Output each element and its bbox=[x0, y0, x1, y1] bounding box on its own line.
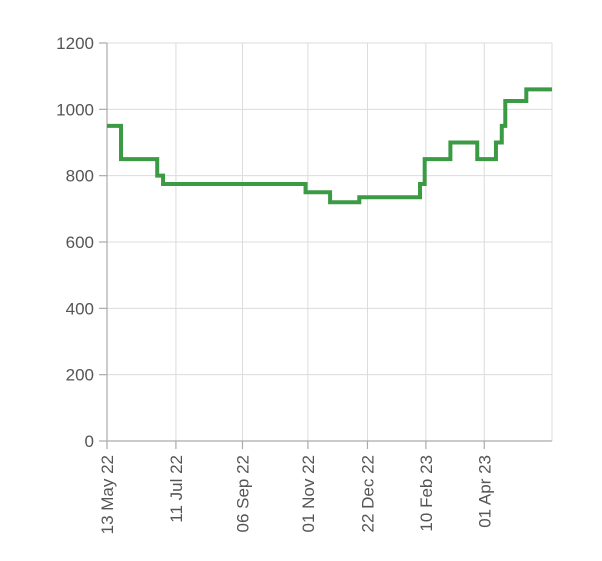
y-tick-label: 1200 bbox=[56, 34, 94, 53]
series-line bbox=[107, 87, 552, 205]
y-tick-label: 200 bbox=[66, 366, 94, 385]
y-tick-label: 0 bbox=[85, 432, 94, 451]
y-tick-label: 400 bbox=[66, 299, 94, 318]
y-tick-label: 800 bbox=[66, 167, 94, 186]
grid-lines bbox=[99, 42, 553, 449]
x-tick-label: 13 May 22 bbox=[98, 455, 117, 534]
y-tick-label: 1000 bbox=[56, 100, 94, 119]
x-tick-label: 01 Apr 23 bbox=[475, 455, 494, 528]
series-group bbox=[107, 87, 552, 205]
x-tick-label: 01 Nov 22 bbox=[299, 455, 318, 533]
x-tick-label: 10 Feb 23 bbox=[417, 455, 436, 532]
x-tick-label: 22 Dec 22 bbox=[358, 455, 377, 533]
x-tick-labels: 13 May 22 11 Jul 22 06 Sep 22 01 Nov 22 22 D… bbox=[98, 455, 494, 534]
x-tick-label: 06 Sep 22 bbox=[233, 455, 252, 533]
y-tick-label: 600 bbox=[66, 233, 94, 252]
y-tick-labels: 0 200 400 600 800 1000 1200 bbox=[56, 34, 94, 451]
axes bbox=[106, 43, 552, 442]
x-tick-label: 11 Jul 22 bbox=[167, 455, 186, 523]
